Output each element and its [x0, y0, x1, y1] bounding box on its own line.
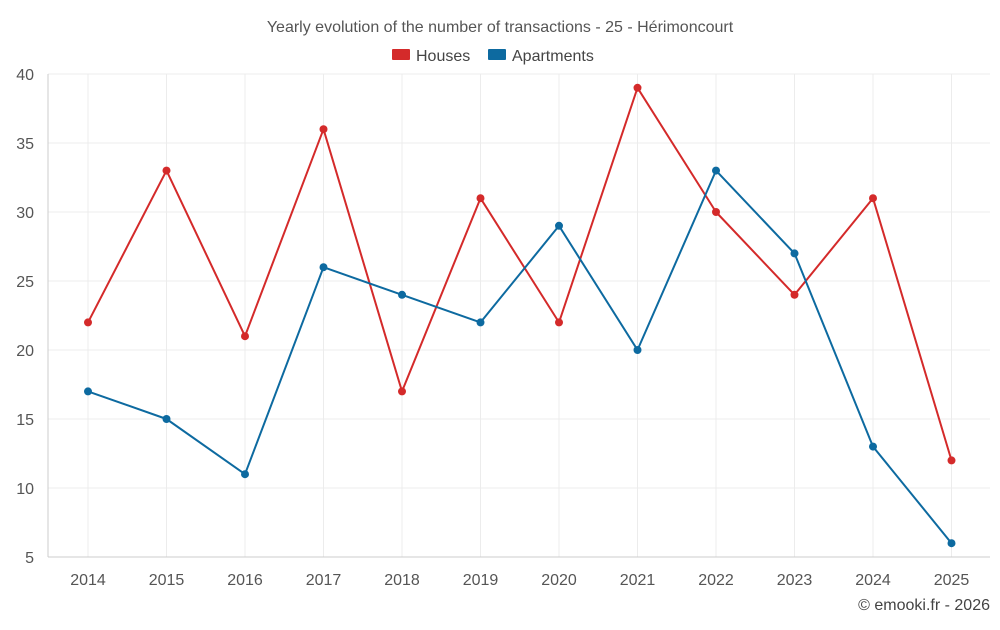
x-tick-label: 2025 [934, 572, 970, 589]
y-tick-label: 35 [16, 136, 34, 153]
y-tick-label: 10 [16, 481, 34, 498]
y-tick-label: 15 [16, 412, 34, 429]
x-tick-label: 2016 [227, 572, 263, 589]
legend-label-apartments: Apartments [512, 48, 594, 65]
data-point-houses[interactable] [555, 318, 563, 327]
x-tick-label: 2024 [855, 572, 891, 589]
series-apartments [84, 166, 956, 548]
data-point-houses[interactable] [241, 332, 249, 341]
data-point-houses[interactable] [398, 387, 406, 396]
x-tick-label: 2015 [149, 572, 185, 589]
x-tick-label: 2020 [541, 572, 577, 589]
data-point-houses[interactable] [84, 318, 92, 327]
data-point-apartments[interactable] [947, 539, 956, 548]
x-tick-label: 2023 [777, 572, 813, 589]
x-tick-label: 2021 [620, 572, 656, 589]
y-axis-ticks: 5 10 15 20 25 30 35 40 [16, 67, 34, 567]
data-point-houses[interactable] [869, 194, 877, 203]
data-point-houses[interactable] [162, 166, 171, 175]
data-point-houses[interactable] [476, 194, 485, 203]
data-point-houses[interactable] [790, 290, 799, 299]
data-point-apartments[interactable] [869, 442, 877, 451]
data-point-apartments[interactable] [398, 290, 406, 299]
data-point-apartments[interactable] [319, 263, 328, 272]
x-tick-label: 2022 [698, 572, 734, 589]
legend-item-apartments[interactable]: Apartments [488, 48, 594, 65]
data-point-houses[interactable] [633, 83, 642, 92]
chart-title: Yearly evolution of the number of transa… [267, 19, 734, 36]
data-point-apartments[interactable] [476, 318, 485, 327]
y-tick-label: 20 [16, 343, 34, 360]
y-tick-label: 25 [16, 274, 34, 291]
y-tick-label: 40 [16, 67, 34, 84]
x-tick-label: 2018 [384, 572, 420, 589]
series-line-houses [87, 86, 953, 461]
y-tick-label: 5 [25, 550, 34, 567]
grid [48, 73, 990, 557]
data-point-apartments[interactable] [790, 249, 799, 258]
data-point-houses[interactable] [947, 456, 956, 465]
data-point-apartments[interactable] [555, 221, 563, 230]
data-point-apartments[interactable] [712, 166, 720, 175]
series-line-apartments [87, 169, 953, 544]
legend-item-houses[interactable]: Houses [392, 48, 470, 65]
x-axis-ticks: 2014 2015 2016 2017 2018 2019 2020 2021 2022 2023… [70, 572, 969, 589]
legend-label-houses: Houses [416, 48, 470, 65]
data-point-apartments[interactable] [633, 346, 642, 354]
credit-label: © emooki.fr - 2026 [858, 597, 990, 614]
axes [47, 74, 990, 558]
data-point-houses[interactable] [712, 208, 720, 216]
data-point-apartments[interactable] [84, 387, 92, 396]
legend-swatch-apartments [488, 49, 506, 60]
series [84, 83, 956, 548]
y-tick-label: 30 [16, 205, 34, 222]
legend: Houses Apartments [392, 48, 594, 65]
x-tick-label: 2014 [70, 572, 106, 589]
data-point-houses[interactable] [319, 125, 328, 134]
series-houses [84, 83, 956, 465]
data-point-apartments[interactable] [241, 470, 249, 479]
data-point-apartments[interactable] [162, 415, 171, 423]
legend-swatch-houses [392, 49, 410, 60]
x-tick-label: 2019 [463, 572, 499, 589]
x-tick-label: 2017 [306, 572, 342, 589]
